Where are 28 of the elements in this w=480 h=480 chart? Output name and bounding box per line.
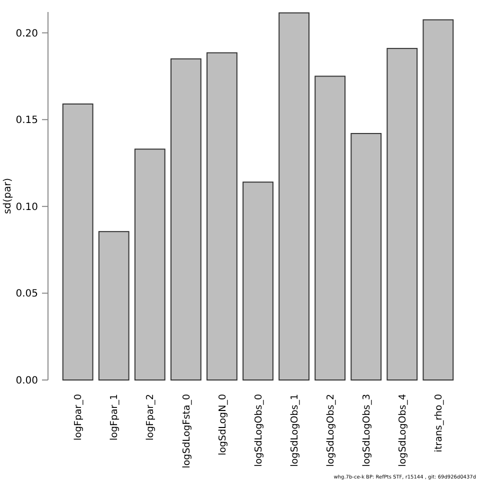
y-tick-label: 0.20 [16,28,38,40]
x-tick-label: itrans_rho_0 [433,394,444,452]
bar [350,133,382,380]
bar [62,104,94,380]
x-tick-label: logSdLogN_0 [217,394,228,456]
bar [206,52,238,380]
x-tick-label: logSdLogObs_3 [361,394,372,467]
y-tick-label: 0.05 [16,288,38,300]
x-tick-label: logSdLogObs_1 [289,394,300,467]
bar [170,58,202,380]
x-tick-label: logSdLogObs_4 [397,394,408,467]
y-tick-label: 0.15 [16,115,38,126]
x-tick-label: logSdLogObs_0 [253,394,264,467]
x-tick-label: logFpar_2 [145,394,156,440]
x-tick-label: logSdLogObs_2 [325,394,336,467]
bar [242,182,274,380]
bar [422,19,454,380]
x-tick-label: logSdLogFsta_0 [181,394,192,468]
y-tick-label: 0.00 [16,376,38,386]
bar [386,48,418,380]
bar [98,231,130,380]
x-tick-label: logFpar_1 [109,394,120,440]
y-tick-label: 0.10 [16,202,38,213]
bar [134,148,166,380]
bar [278,12,310,380]
bar [314,76,346,380]
x-tick-label: logFpar_0 [73,394,84,440]
y-axis-title: sd(par) [2,178,14,214]
